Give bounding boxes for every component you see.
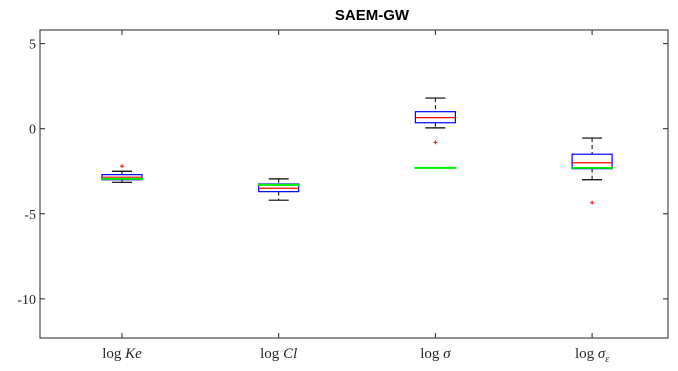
- outlier-marker: [590, 200, 595, 205]
- x-tick-label: log σε: [575, 346, 609, 365]
- y-tick-label: -10: [17, 293, 36, 308]
- box-2: [257, 178, 300, 201]
- y-tick-label: -5: [24, 208, 36, 223]
- x-tick-label: log Ke: [102, 346, 142, 362]
- y-tick-label: 5: [29, 38, 36, 53]
- x-tick-label: log σ: [420, 346, 451, 362]
- box-series: [101, 97, 614, 205]
- outlier-marker: [120, 164, 124, 169]
- box-3: [414, 97, 457, 169]
- y-tick-label: 0: [29, 123, 36, 138]
- chart-title: SAEM-GW: [335, 7, 410, 24]
- box-4: [571, 137, 614, 205]
- y-axis: 5 0 -5 -10: [17, 38, 668, 308]
- plot-area: [39, 29, 669, 339]
- x-tick-label: log Cl: [260, 346, 297, 362]
- box-1: [101, 164, 143, 183]
- x-axis: log Ke log Cl log σ log σε: [102, 30, 609, 365]
- iqr-box: [571, 153, 613, 170]
- outlier-marker: [433, 140, 438, 145]
